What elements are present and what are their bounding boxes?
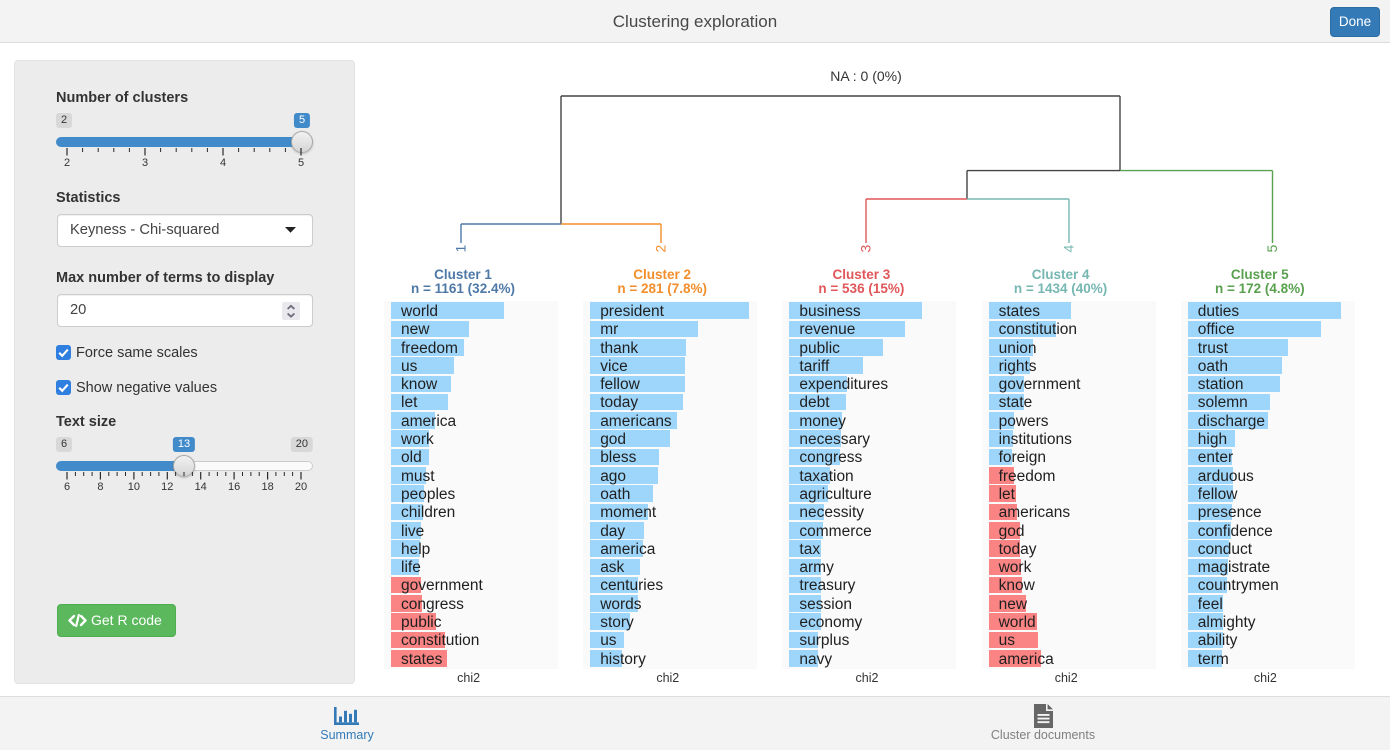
svg-text:5: 5 [1264, 245, 1280, 253]
svg-text:1: 1 [453, 245, 469, 253]
svg-text:NA : 0 (0%): NA : 0 (0%) [830, 68, 902, 84]
svg-text:3: 3 [858, 245, 874, 253]
svg-text:2: 2 [653, 245, 669, 253]
svg-text:4: 4 [1061, 245, 1077, 253]
